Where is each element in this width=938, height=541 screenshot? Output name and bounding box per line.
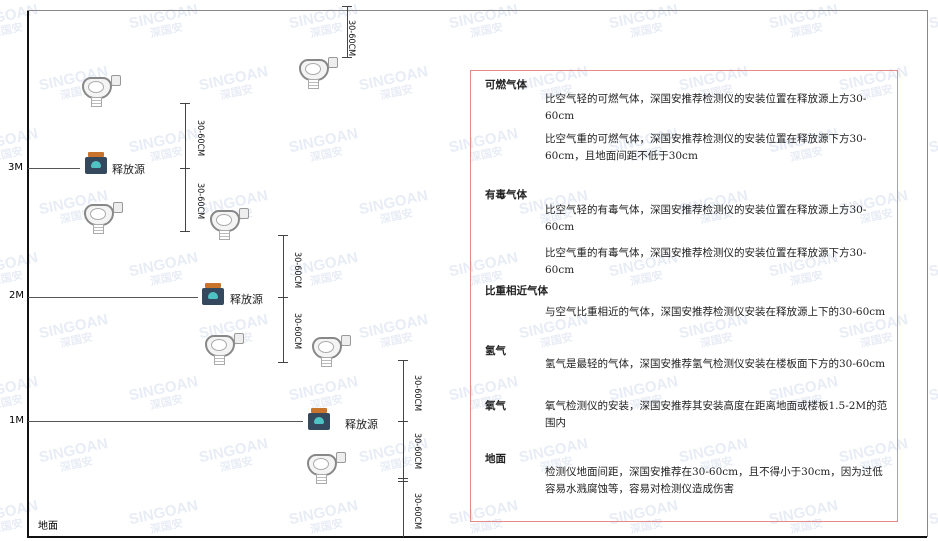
gas-detector-icon — [297, 57, 338, 89]
ground-line — [27, 536, 927, 538]
dimension-tick — [342, 57, 352, 58]
release-source-label: 释放源 — [112, 163, 145, 176]
left-wall — [27, 10, 29, 537]
section-heading-combustible: 可燃气体 — [485, 79, 527, 91]
dimension-label: 30-60CM — [292, 313, 302, 350]
level-2m-line — [28, 297, 198, 298]
release-source-icon — [307, 408, 331, 432]
release-source-icon — [84, 152, 108, 176]
gas-detector-icon — [305, 452, 346, 484]
section-text: 氧气检测仪的安装，深国安推荐其安装高度在距离地面或楼板1.5-2M的范围内 — [545, 400, 888, 429]
dimension-tick — [278, 297, 288, 298]
dimension-label: 30-60CM — [195, 183, 205, 220]
release-source-icon — [201, 283, 225, 307]
level-3m-line — [28, 168, 80, 169]
dimension-label: 30-60CM — [412, 375, 422, 412]
section-text: 比空气重的可燃气体，深国安推荐检测仪的安装位置在释放源下方30-60cm，且地面… — [545, 133, 867, 162]
dimension-tick — [398, 360, 408, 361]
dimension-label: 30-60CM — [195, 120, 205, 157]
section-heading-ground: 地面 — [485, 453, 506, 465]
gas-detector-icon — [208, 208, 249, 240]
level-3m-label: 3M — [8, 162, 23, 173]
release-source-label: 释放源 — [345, 418, 378, 431]
dimension-tick — [398, 421, 408, 422]
gas-detector-icon — [80, 75, 121, 107]
right-wall — [927, 10, 928, 537]
dimension-tick — [398, 478, 408, 479]
dimension-tick — [180, 168, 190, 169]
dimension-tick — [180, 231, 190, 232]
dimension-tick — [278, 235, 288, 236]
dimension-label: 30-60CM — [412, 433, 422, 470]
ground-label: 地面 — [38, 521, 58, 532]
section-heading-similar: 比重相近气体 — [485, 285, 548, 297]
gas-detector-icon — [82, 202, 123, 234]
section-heading-oxygen: 氧气 — [485, 400, 506, 412]
dimension-label: 30-60CM — [412, 493, 422, 530]
gas-detector-icon — [203, 333, 244, 365]
gas-detector-icon — [310, 335, 351, 367]
level-2m-label: 2M — [9, 290, 24, 301]
level-1m-line — [28, 421, 303, 422]
ceiling-line — [27, 10, 927, 11]
dimension-line — [347, 6, 348, 57]
section-text: 氢气是最轻的气体，深国安推荐氢气检测仪安装在楼板面下方的30-60cm — [545, 358, 886, 370]
section-heading-toxic: 有毒气体 — [485, 189, 527, 201]
dimension-line — [185, 103, 186, 231]
recommendation-panel: 可燃气体 比空气轻的可燃气体，深国安推荐检测仪的安装位置在释放源上方30-60c… — [470, 70, 898, 522]
dimension-tick — [278, 362, 288, 363]
level-1m-label: 1M — [9, 415, 24, 426]
section-text: 比空气轻的可燃气体，深国安推荐检测仪的安装位置在释放源上方30-60cm — [545, 93, 867, 122]
dimension-line — [403, 360, 404, 537]
dimension-tick — [342, 6, 352, 7]
dimension-tick — [398, 481, 408, 482]
section-text: 比空气重的有毒气体，深国安推荐检测仪的安装位置在释放源下方30-60cm — [545, 247, 867, 276]
dimension-label: 30-60CM — [292, 252, 302, 289]
dimension-tick — [180, 103, 190, 104]
dimension-label: 30-60CM — [346, 20, 356, 57]
section-text: 与空气比重相近的气体，深国安推荐检测仪安装在释放源上下的30-60cm — [545, 306, 886, 318]
release-source-label: 释放源 — [230, 293, 263, 306]
dimension-line — [283, 235, 284, 362]
section-heading-hydrogen: 氢气 — [485, 345, 506, 357]
section-text: 比空气轻的有毒气体，深国安推荐检测仪的安装位置在释放源上方30-60cm — [545, 204, 867, 233]
section-text: 检测仪地面间距，深国安推荐在30-60cm，且不得小于30cm，因为过低容易水溅… — [545, 466, 883, 495]
